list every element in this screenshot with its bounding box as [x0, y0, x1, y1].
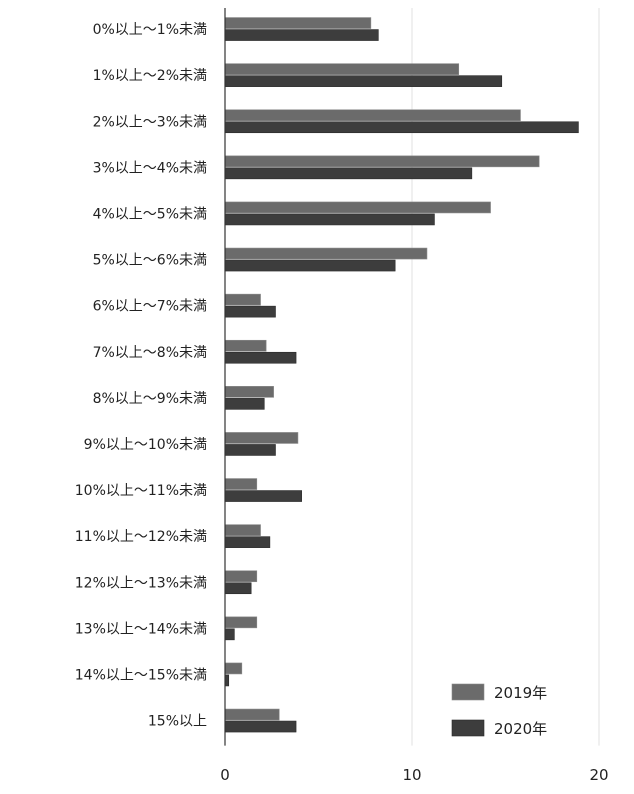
- bar-2019-0: [224, 17, 372, 29]
- bar-2019-6: [224, 293, 261, 306]
- bar-2020-9: [224, 444, 276, 456]
- bar-2020-7: [224, 351, 297, 364]
- bar-2019-8: [224, 386, 274, 398]
- legend-label-0: 2019年: [494, 684, 547, 702]
- category-label-6: 6%以上～7%未満: [93, 299, 207, 315]
- x-tick-label-1: 10: [402, 766, 421, 784]
- category-label-0: 0%以上～1%未満: [93, 22, 207, 38]
- category-label-7: 7%以上～8%未満: [93, 345, 207, 361]
- bar-2020-10: [224, 490, 302, 502]
- bars: [224, 17, 579, 733]
- category-label-1: 1%以上～2%未満: [93, 68, 207, 84]
- category-labels: 0%以上～1%未満 1%以上～2%未満 2%以上～3%未満 3%以上～4%未満 4%以上…: [75, 22, 207, 730]
- legend-label-1: 2020年: [494, 720, 547, 738]
- bar-2019-14: [224, 662, 243, 675]
- bar-2019-1: [224, 63, 460, 75]
- bar-2019-11: [224, 524, 261, 536]
- bar-2020-8: [224, 398, 265, 410]
- category-label-8: 8%以上～9%未満: [93, 391, 207, 407]
- category-label-2: 2%以上～3%未満: [93, 114, 207, 130]
- bar-2020-1: [224, 75, 503, 87]
- x-tick-label-2: 20: [589, 766, 608, 784]
- bar-2019-7: [224, 339, 267, 352]
- category-label-14: 14%以上～15%未満: [75, 667, 207, 683]
- bar-2019-5: [224, 247, 428, 260]
- category-label-3: 3%以上～4%未満: [93, 160, 207, 176]
- x-tick-labels: 0 10 20: [220, 766, 608, 784]
- bar-2020-2: [224, 121, 579, 134]
- bar-2019-9: [224, 432, 299, 444]
- bar-2019-15: [224, 708, 280, 721]
- bar-2019-2: [224, 109, 521, 122]
- bar-2019-13: [224, 616, 258, 629]
- bar-2020-6: [224, 305, 276, 318]
- bar-2020-13: [224, 628, 235, 641]
- category-label-15: 15%以上: [148, 714, 207, 730]
- bar-2020-4: [224, 213, 435, 226]
- bar-2019-3: [224, 155, 540, 168]
- category-label-9: 9%以上～10%未満: [84, 437, 207, 453]
- category-label-11: 11%以上～12%未満: [75, 529, 207, 545]
- legend-swatch-1: [451, 719, 485, 737]
- bar-2020-12: [224, 582, 252, 595]
- bar-2020-5: [224, 259, 396, 272]
- bar-2019-10: [224, 478, 258, 490]
- bar-2020-11: [224, 536, 271, 548]
- category-label-5: 5%以上～6%未満: [93, 253, 207, 269]
- legend-swatch-0: [451, 683, 485, 701]
- bar-2019-12: [224, 570, 258, 583]
- category-label-10: 10%以上～11%未満: [75, 483, 207, 499]
- bar-2020-15: [224, 720, 297, 733]
- bar-2020-0: [224, 29, 379, 41]
- category-label-12: 12%以上～13%未満: [75, 575, 207, 591]
- bar-2020-3: [224, 167, 473, 180]
- category-label-4: 4%以上～5%未満: [93, 206, 207, 222]
- legend: 2019年 2020年: [451, 683, 547, 738]
- x-tick-label-0: 0: [220, 766, 230, 784]
- category-label-13: 13%以上～14%未満: [75, 621, 207, 637]
- bar-2019-4: [224, 201, 491, 214]
